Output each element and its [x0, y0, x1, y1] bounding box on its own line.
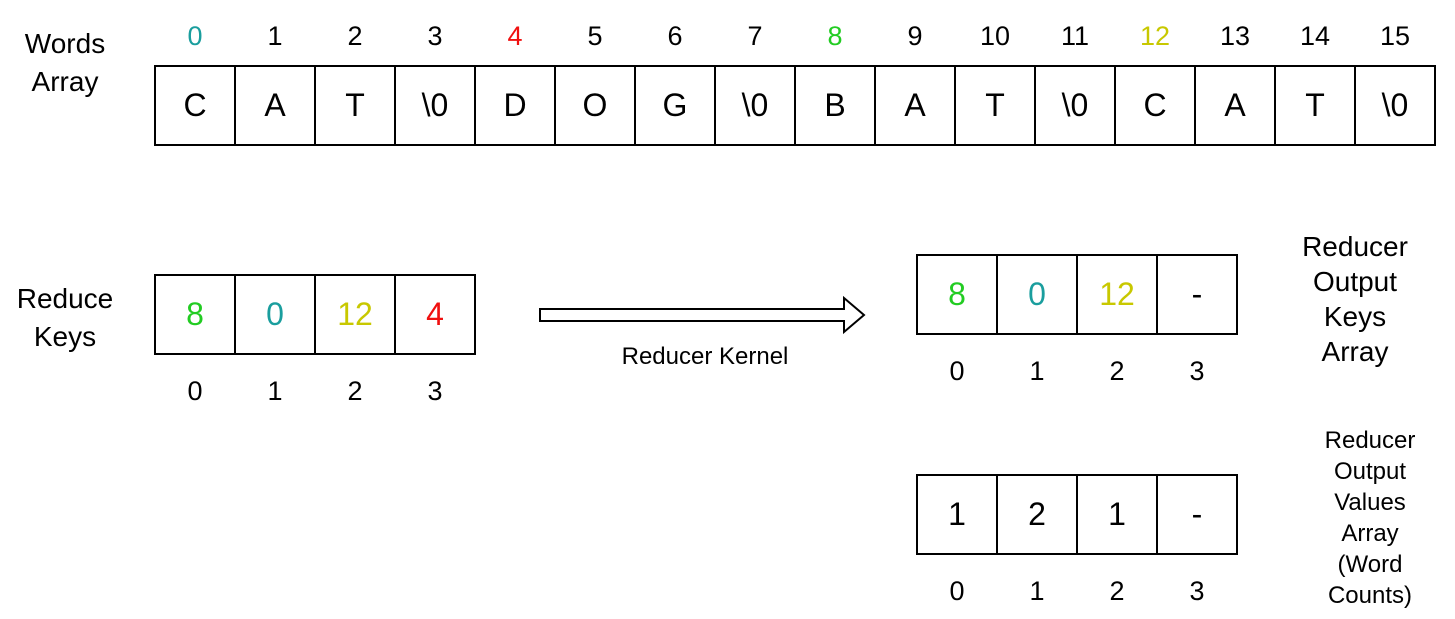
title-line: Output — [1295, 456, 1445, 487]
array-cell: C — [156, 67, 236, 144]
array-cell: - — [1158, 476, 1238, 553]
index-label: 3 — [1157, 355, 1237, 387]
index-label: 11 — [1035, 20, 1115, 52]
array-cell: A — [1196, 67, 1276, 144]
index-label: 1 — [997, 575, 1077, 607]
index-label: 2 — [315, 375, 395, 407]
array-cell: 12 — [316, 276, 396, 353]
array-cell: 1 — [918, 476, 998, 553]
index-label: 2 — [1077, 575, 1157, 607]
reducer-output-values-title: Reducer Output Values Array (Word Counts) — [1295, 425, 1445, 611]
index-label: 3 — [395, 20, 475, 52]
array-cell: 0 — [236, 276, 316, 353]
reduce-keys-title: Reduce Keys — [5, 280, 125, 356]
array-cell: 12 — [1078, 256, 1158, 333]
index-label: 7 — [715, 20, 795, 52]
reducer-output-keys-title: Reducer Output Keys Array — [1280, 229, 1430, 369]
array-cell: A — [876, 67, 956, 144]
words-array: C A T \0 D O G \0 B A T \0 C A T \0 — [154, 65, 1436, 146]
index-label: 12 — [1115, 20, 1195, 52]
arrow-icon — [538, 296, 868, 336]
index-label: 13 — [1195, 20, 1275, 52]
title-line: Keys — [1280, 299, 1430, 334]
index-label: 0 — [155, 375, 235, 407]
title-line: (Word — [1295, 549, 1445, 580]
title-line: Reducer — [1295, 425, 1445, 456]
array-cell: \0 — [716, 67, 796, 144]
array-cell: \0 — [396, 67, 476, 144]
array-cell: D — [476, 67, 556, 144]
index-label: 0 — [917, 355, 997, 387]
array-cell: T — [316, 67, 396, 144]
title-line: Array — [1295, 518, 1445, 549]
reduce-keys-title-line1: Reduce — [5, 280, 125, 318]
index-label: 0 — [917, 575, 997, 607]
index-label: 14 — [1275, 20, 1355, 52]
array-cell: \0 — [1356, 67, 1436, 144]
title-line: Values — [1295, 487, 1445, 518]
title-line: Output — [1280, 264, 1430, 299]
words-array-title-line2: Array — [10, 63, 120, 101]
array-cell: O — [556, 67, 636, 144]
index-label: 1 — [997, 355, 1077, 387]
reducer-kernel-arrow — [538, 296, 868, 341]
array-cell: - — [1158, 256, 1238, 333]
array-cell: 8 — [156, 276, 236, 353]
array-cell: T — [956, 67, 1036, 144]
index-label: 4 — [475, 20, 555, 52]
array-cell: 0 — [998, 256, 1078, 333]
index-label: 3 — [1157, 575, 1237, 607]
array-cell: 8 — [918, 256, 998, 333]
array-cell: \0 — [1036, 67, 1116, 144]
title-line: Array — [1280, 334, 1430, 369]
reducer-output-keys-array: 8 0 12- — [916, 254, 1238, 335]
reducer-kernel-label: Reducer Kernel — [590, 342, 820, 372]
array-cell: T — [1276, 67, 1356, 144]
words-array-title: Words Array — [10, 25, 120, 101]
array-cell: A — [236, 67, 316, 144]
index-label: 8 — [795, 20, 875, 52]
index-label: 15 — [1355, 20, 1435, 52]
index-label: 1 — [235, 20, 315, 52]
reduce-keys-title-line2: Keys — [5, 318, 125, 356]
array-cell: G — [636, 67, 716, 144]
index-label: 2 — [1077, 355, 1157, 387]
array-cell: 4 — [396, 276, 476, 353]
words-array-indices: 0 1 2 3 4 5 6 7 8 9 10 11 12 13 14 15 — [155, 20, 1435, 52]
index-label: 10 — [955, 20, 1035, 52]
array-cell: C — [1116, 67, 1196, 144]
index-label: 6 — [635, 20, 715, 52]
reduce-keys-array: 8 0 12 4 — [154, 274, 476, 355]
title-line: Reducer — [1280, 229, 1430, 264]
index-label: 2 — [315, 20, 395, 52]
index-label: 3 — [395, 375, 475, 407]
index-label: 1 — [235, 375, 315, 407]
words-array-title-line1: Words — [10, 25, 120, 63]
index-label: 5 — [555, 20, 635, 52]
array-cell: 1 — [1078, 476, 1158, 553]
title-line: Counts) — [1295, 580, 1445, 611]
array-cell: B — [796, 67, 876, 144]
index-label: 9 — [875, 20, 955, 52]
array-cell: 2 — [998, 476, 1078, 553]
index-label: 0 — [155, 20, 235, 52]
